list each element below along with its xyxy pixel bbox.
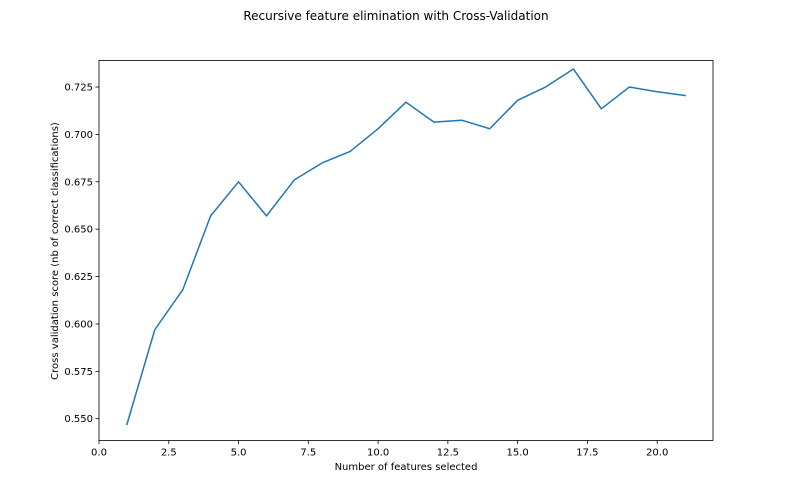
axes-frame: [98, 60, 714, 441]
y-tick-label: 0.575: [64, 367, 93, 378]
x-tick-label: 2.5: [161, 448, 177, 459]
y-tick-label: 0.675: [64, 177, 93, 188]
y-tick-label: 0.725: [64, 83, 93, 94]
x-tick-label: 7.5: [300, 448, 316, 459]
x-axis-ticks: 0.0 2.5 5.0 7.5 10.0 12.5 15.0 17.5 20.0: [91, 440, 668, 459]
x-tick-label: 5.0: [231, 448, 247, 459]
x-tick-label: 0.0: [91, 448, 107, 459]
x-tick-label: 17.5: [576, 448, 598, 459]
x-axis-label: Number of features selected: [335, 462, 478, 473]
y-tick-label: 0.600: [64, 319, 93, 330]
line-layer: [125, 68, 686, 426]
y-axis-ticks: 0.550 0.575 0.600 0.625 0.650 0.675 0.700 0.725: [64, 83, 99, 425]
x-tick-label: 10.0: [367, 448, 389, 459]
chart-title: Recursive feature elimination with Cross…: [243, 9, 548, 23]
y-tick-label: 0.650: [64, 225, 93, 236]
series-line: [125, 68, 686, 426]
x-tick-label: 15.0: [507, 448, 529, 459]
y-tick-label: 0.700: [64, 130, 93, 141]
x-tick-label: 20.0: [646, 448, 668, 459]
y-axis-label: Cross validation score (nb of correct cl…: [50, 122, 61, 380]
plot-area: [98, 60, 714, 441]
y-tick-label: 0.550: [64, 414, 93, 425]
y-tick-label: 0.625: [64, 272, 93, 283]
x-tick-label: 12.5: [437, 448, 459, 459]
